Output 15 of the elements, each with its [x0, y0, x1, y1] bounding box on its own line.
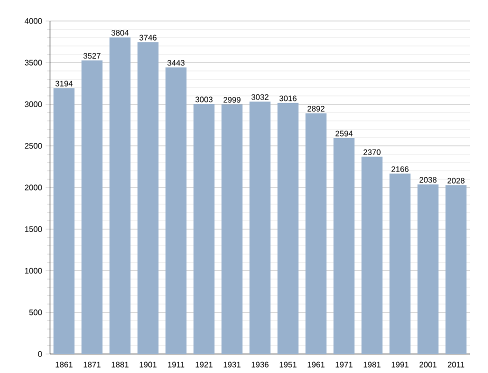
bar: [194, 104, 214, 354]
bar: [166, 67, 186, 354]
bar: [362, 156, 383, 354]
bar: [418, 184, 439, 354]
bar: [446, 185, 467, 354]
bar: [250, 102, 270, 354]
bar: [278, 102, 298, 354]
bar: [110, 37, 130, 354]
bar: [390, 174, 411, 354]
bar: [82, 60, 102, 354]
bar: [334, 138, 355, 354]
bar: [306, 113, 327, 354]
bar: [222, 104, 242, 354]
bar: [54, 88, 74, 354]
bar: [138, 42, 158, 354]
